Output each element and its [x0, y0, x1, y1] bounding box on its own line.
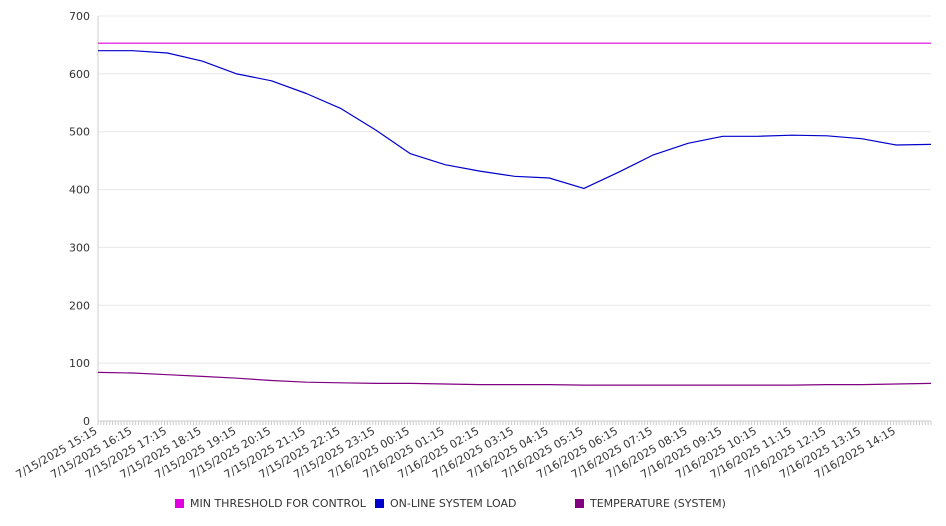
y-tick-label: 400	[69, 184, 90, 197]
axes	[97, 16, 932, 425]
gridlines	[98, 15, 931, 364]
y-tick-label: 200	[69, 299, 90, 312]
legend-label-min-threshold: MIN THRESHOLD FOR CONTROL	[190, 497, 366, 510]
legend-label-system-load: ON-LINE SYSTEM LOAD	[390, 497, 517, 510]
legend-swatch-system-load	[375, 499, 384, 508]
y-tick-label: 100	[69, 357, 90, 370]
legend-swatch-min-threshold	[175, 499, 184, 508]
legend-item-min-threshold: MIN THRESHOLD FOR CONTROL	[175, 497, 366, 510]
x-tick-labels: 7/15/2025 15:157/15/2025 16:157/15/2025 …	[14, 424, 898, 481]
series-line-2	[97, 371, 932, 386]
legend-label-temperature: TEMPERATURE (SYSTEM)	[590, 497, 726, 510]
legend-swatch-temperature	[575, 499, 584, 508]
y-tick-label: 0	[83, 415, 90, 428]
series-line-1	[98, 50, 932, 189]
y-tick-label: 500	[69, 126, 90, 139]
legend-item-system-load: ON-LINE SYSTEM LOAD	[375, 497, 516, 510]
y-tick-labels: 0 100 200 300 400 500 600 700	[69, 10, 90, 428]
y-tick-label: 300	[69, 241, 90, 254]
legend: MIN THRESHOLD FOR CONTROL ON-LINE SYSTEM…	[0, 497, 946, 515]
legend-item-temperature: TEMPERATURE (SYSTEM)	[575, 497, 726, 510]
y-tick-label: 600	[69, 68, 90, 81]
series-lines	[97, 42, 932, 386]
y-tick-label: 700	[69, 10, 90, 23]
